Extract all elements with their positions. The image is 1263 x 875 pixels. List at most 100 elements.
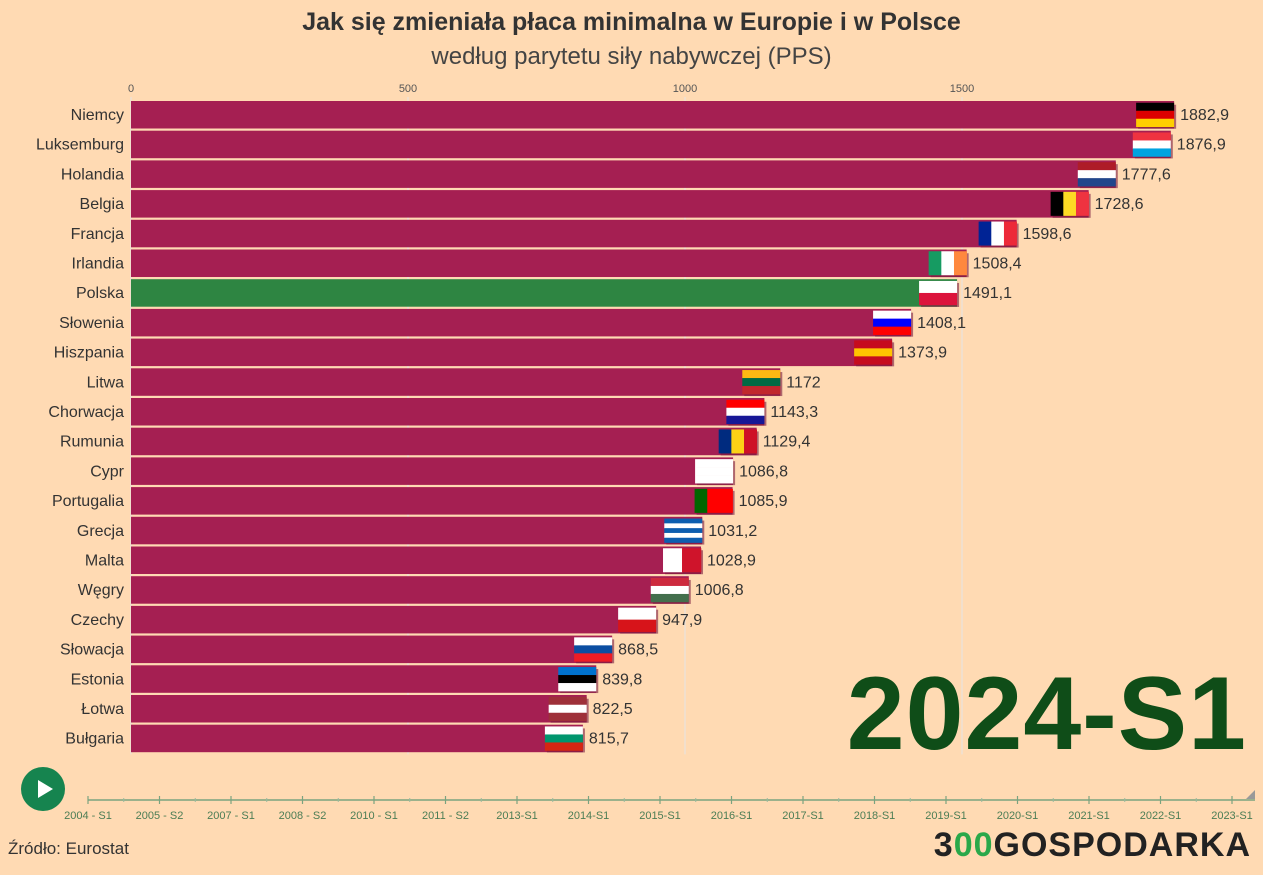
- bar: [131, 457, 734, 485]
- x-tick-label: 1500: [950, 83, 974, 95]
- timeline-label: 2023-S1: [1211, 810, 1253, 822]
- bar: [131, 101, 1175, 129]
- chart-subtitle: według parytetu siły nabywczej (PPS): [431, 43, 832, 70]
- category-label: Polska: [76, 285, 124, 302]
- flag-icon: [1132, 132, 1173, 159]
- timeline-label: 2021-S1: [1068, 810, 1110, 822]
- value-label: 1373,9: [898, 345, 947, 362]
- timeline-label: 2008 - S2: [279, 810, 327, 822]
- timeline-slider[interactable]: 2004 - S1 2005 - S2 2007 - S1 2008 - S2 2010…: [0, 780, 1263, 830]
- value-label: 947,9: [662, 612, 702, 629]
- flag-icon: [873, 310, 914, 337]
- category-label: Malta: [85, 553, 124, 570]
- bar: [131, 308, 912, 337]
- bar: [131, 219, 1017, 248]
- category-label: Słowenia: [59, 315, 124, 332]
- x-tick-label: 1000: [673, 83, 697, 95]
- bar: [131, 576, 689, 604]
- play-button[interactable]: [21, 767, 65, 811]
- timeline-label: 2005 - S2: [136, 810, 184, 822]
- bar: [131, 605, 657, 634]
- resize-handle-icon: [1246, 790, 1255, 799]
- value-label: 1129,4: [763, 434, 811, 451]
- chart-title: Jak się zmieniała płaca minimalna w Euro…: [302, 8, 961, 36]
- bar: [131, 487, 733, 515]
- value-label: 1408,1: [917, 315, 966, 332]
- timeline-label: 2007 - S1: [207, 810, 255, 822]
- x-tick-label: 500: [399, 83, 417, 95]
- category-label: Francja: [71, 226, 124, 243]
- bar: [131, 130, 1171, 159]
- bar: [131, 546, 702, 574]
- bar: [131, 665, 597, 693]
- flag-icon: [854, 340, 895, 367]
- bar: [131, 427, 757, 456]
- flag-icon: [742, 370, 783, 397]
- flag-icon: [718, 429, 759, 456]
- category-label: Łotwa: [81, 701, 124, 718]
- bar: [131, 635, 613, 664]
- bar: [131, 160, 1116, 188]
- flag-icon: [558, 667, 599, 694]
- category-label: Estonia: [71, 671, 124, 688]
- value-label: 1172: [786, 374, 821, 391]
- bar-chart: 0 500 1000 1500 Niemcy 1882,9 Luksemburg 1876,9…: [36, 83, 1229, 755]
- value-label: 1598,6: [1023, 226, 1072, 243]
- value-label: 1728,6: [1095, 196, 1144, 213]
- flag-icon: [919, 280, 960, 307]
- flag-icon: [664, 518, 705, 545]
- value-label: 1031,2: [708, 523, 757, 540]
- value-label: 1508,4: [973, 256, 1022, 273]
- value-label: 1086,8: [739, 463, 788, 480]
- category-label: Hiszpania: [54, 345, 124, 362]
- bar: [131, 516, 703, 545]
- bar: [131, 724, 583, 753]
- flag-icon: [726, 399, 767, 426]
- flag-icon: [663, 548, 704, 575]
- category-label: Cypr: [90, 463, 124, 480]
- category-label: Czechy: [71, 612, 124, 629]
- timeline-label: 2015-S1: [639, 810, 681, 822]
- flag-icon: [1077, 162, 1118, 189]
- timeline-label: 2019-S1: [925, 810, 967, 822]
- value-label: 868,5: [618, 642, 658, 659]
- flag-icon: [574, 637, 615, 664]
- timeline-label: 2018-S1: [854, 810, 896, 822]
- value-label: 1006,8: [695, 582, 744, 599]
- value-label: 1777,6: [1122, 166, 1171, 183]
- timeline-label: 2011 - S2: [422, 810, 469, 822]
- category-label: Bułgaria: [65, 731, 124, 748]
- value-label: 1491,1: [963, 285, 1012, 302]
- value-label: 1028,9: [707, 553, 756, 570]
- timeline-label: 2014-S1: [568, 810, 610, 822]
- flag-icon: [1136, 102, 1177, 129]
- category-label: Belgia: [80, 196, 125, 213]
- value-label: 1882,9: [1180, 107, 1229, 124]
- flag-icon: [650, 577, 691, 604]
- flag-icon: [694, 488, 735, 515]
- bar: [131, 249, 967, 277]
- flag-icon: [548, 696, 589, 723]
- category-label: Litwa: [87, 374, 124, 391]
- value-label: 815,7: [589, 731, 629, 748]
- timeline-label: 2022-S1: [1140, 810, 1182, 822]
- category-label: Portugalia: [52, 493, 124, 510]
- category-label: Luksemburg: [36, 137, 124, 154]
- timeline-label: 2017-S1: [782, 810, 824, 822]
- flag-icon: [928, 251, 969, 278]
- value-label: 1876,9: [1177, 137, 1226, 154]
- category-label: Grecja: [77, 523, 124, 540]
- category-label: Słowacja: [60, 642, 124, 659]
- timeline-label: 2010 - S1: [350, 810, 398, 822]
- bar: [131, 279, 958, 307]
- x-tick-label: 0: [128, 83, 134, 95]
- flag-icon: [695, 459, 736, 486]
- flag-icon: [618, 607, 659, 634]
- timeline-label: 2016-S1: [711, 810, 753, 822]
- category-label: Węgry: [78, 582, 124, 599]
- bar: [131, 338, 893, 367]
- value-label: 822,5: [593, 701, 633, 718]
- category-label: Holandia: [61, 166, 124, 183]
- value-label: 1143,3: [770, 404, 818, 421]
- timeline-label: 2004 - S1: [64, 810, 112, 822]
